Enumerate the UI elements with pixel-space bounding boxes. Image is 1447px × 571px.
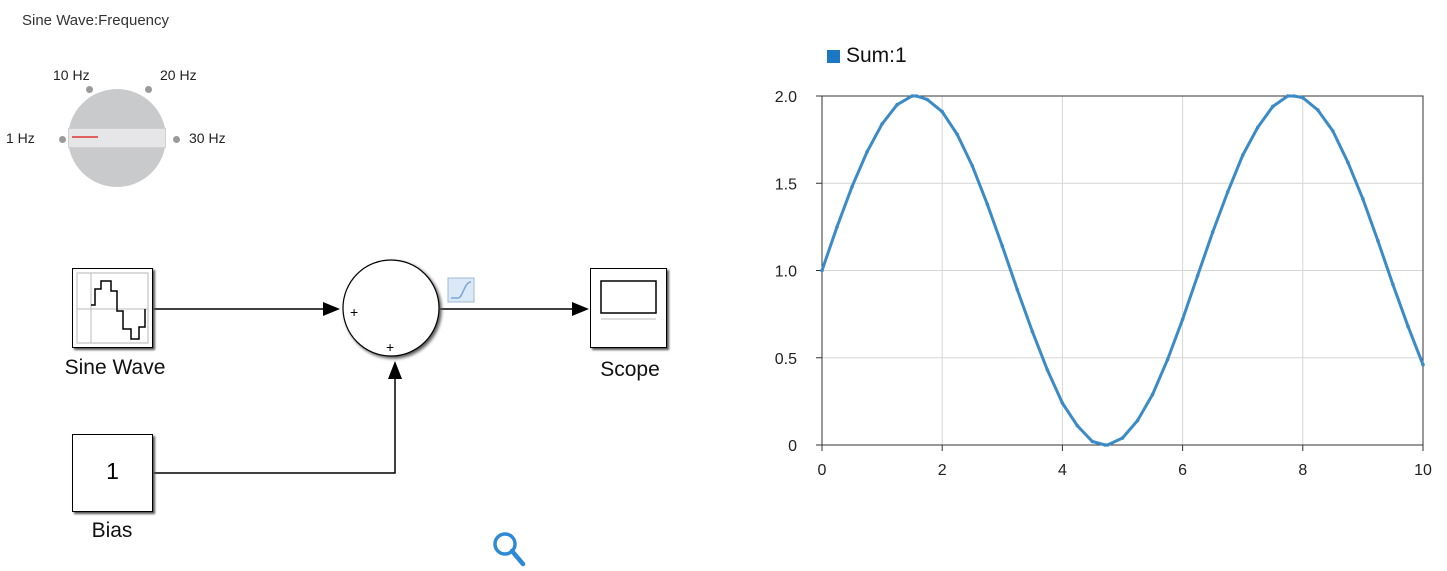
knob-label-30hz: 30 Hz — [189, 130, 226, 146]
wire-bias-to-sum[interactable] — [153, 361, 402, 474]
data-point — [1391, 282, 1395, 287]
data-point — [985, 202, 990, 206]
y-tick-label: 1.0 — [775, 264, 797, 281]
series-line-sum1 — [820, 94, 1425, 447]
sine-wave-label: Sine Wave — [64, 356, 166, 379]
data-point — [820, 268, 824, 273]
x-tick-label: 8 — [1298, 462, 1307, 479]
data-point — [1150, 392, 1155, 397]
scope-icon — [600, 280, 657, 320]
data-point — [1165, 357, 1170, 362]
data-point — [1000, 244, 1005, 248]
data-point — [835, 225, 839, 229]
data-point — [914, 94, 919, 98]
data-point — [925, 97, 929, 102]
data-point — [955, 132, 960, 137]
knob-label-1hz: 1 Hz — [6, 130, 35, 146]
wire-sum-to-scope[interactable] — [440, 302, 589, 316]
knob-dot-20hz[interactable] — [145, 86, 152, 93]
legend-label[interactable]: Sum:1 — [846, 44, 907, 67]
knob-label-10hz: 10 Hz — [53, 67, 90, 83]
scope-label: Scope — [600, 358, 660, 381]
data-point — [1120, 436, 1125, 440]
data-point — [1030, 329, 1035, 334]
chart-grid — [816, 95, 1424, 451]
knob-dot-10hz[interactable] — [86, 86, 93, 93]
diagram-canvas: + + — [153, 259, 589, 474]
data-point — [1406, 324, 1410, 329]
knob-dot-1hz[interactable] — [59, 136, 66, 143]
knob-label-20hz: 20 Hz — [160, 67, 197, 83]
x-tick-label: 6 — [1178, 462, 1187, 479]
knob-title: Sine Wave:Frequency — [22, 12, 170, 29]
data-point — [1060, 401, 1065, 405]
x-tick-label: 0 — [818, 462, 827, 479]
data-point — [1270, 104, 1275, 109]
wire-sine-to-sum[interactable] — [153, 302, 340, 316]
data-point — [1105, 443, 1110, 447]
bias-label: Bias — [91, 519, 133, 542]
data-point — [1346, 160, 1350, 165]
knob-pointer-bar[interactable] — [68, 128, 166, 148]
x-tick-label: 2 — [938, 462, 947, 479]
scope-block[interactable] — [590, 268, 667, 348]
data-point — [1292, 94, 1296, 98]
bias-block[interactable]: 1 — [72, 434, 153, 512]
signal-preview-icon[interactable] — [447, 277, 475, 303]
data-point — [895, 102, 899, 107]
data-point — [910, 94, 914, 98]
data-point — [1255, 125, 1260, 130]
data-point — [1135, 418, 1140, 423]
data-point — [1195, 273, 1200, 278]
series-points — [820, 94, 1425, 447]
knob-needle — [72, 136, 98, 138]
data-point — [1180, 317, 1185, 322]
sum-sign-1: + — [350, 304, 358, 320]
y-tick-label: 1.5 — [775, 176, 797, 193]
y-tick-label: 0 — [788, 438, 797, 455]
data-point — [880, 122, 884, 126]
data-point — [1285, 94, 1290, 98]
y-tick-labels: 0 0.5 1.0 1.5 2.0 — [775, 89, 797, 455]
data-point — [865, 150, 869, 154]
data-point — [1376, 239, 1380, 243]
legend-swatch — [827, 50, 840, 63]
y-tick-label: 2.0 — [775, 89, 797, 106]
data-point — [1075, 424, 1080, 428]
data-point — [1090, 439, 1095, 444]
x-tick-label: 4 — [1058, 462, 1067, 479]
data-point — [1240, 153, 1245, 158]
sum-block[interactable] — [342, 259, 440, 357]
bias-value: 1 — [106, 458, 119, 484]
data-point — [1331, 129, 1335, 133]
x-tick-labels: 0 2 4 6 8 10 — [818, 462, 1432, 479]
data-point — [1210, 230, 1215, 234]
data-point — [940, 109, 944, 114]
data-point — [1045, 368, 1050, 372]
x-tick-label: 10 — [1414, 462, 1432, 479]
data-point — [1361, 197, 1365, 201]
data-point — [1316, 108, 1320, 112]
sine-wave-block[interactable] — [72, 268, 153, 348]
data-point — [1301, 95, 1305, 100]
sum-sign-2: + — [386, 339, 394, 355]
data-point — [850, 184, 854, 189]
data-point — [1015, 287, 1020, 292]
data-point — [1421, 362, 1425, 367]
y-tick-label: 0.5 — [775, 351, 797, 368]
knob-dot-30hz[interactable] — [173, 136, 180, 143]
sine-wave-icon — [76, 272, 149, 344]
data-point — [970, 164, 975, 168]
data-point — [1225, 190, 1230, 194]
zoom-icon[interactable] — [489, 530, 529, 570]
line-chart[interactable]: 0 2 4 6 8 10 0 0.5 1.0 1.5 2.0 — [740, 70, 1447, 500]
